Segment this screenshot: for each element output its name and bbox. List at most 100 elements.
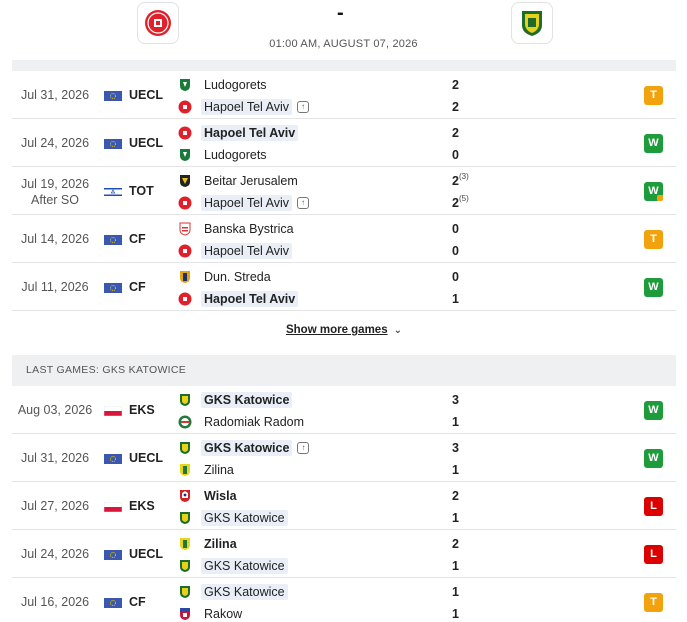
match-row[interactable]: Jul 16, 2026 CF GKS Katowice Rakow 1 1 T (12, 578, 676, 622)
zilina-logo-icon (180, 464, 190, 476)
team-name: Hapoel Tel Aviv (201, 291, 299, 307)
section-title: Last games: GKS Katowice (12, 355, 676, 386)
away-team: GKS Katowice (178, 508, 288, 528)
team-name: Hapoel Tel Aviv (201, 243, 293, 259)
away-team: Hapoel Tel Aviv ↑ (178, 97, 310, 117)
match-row[interactable]: Jul 31, 2026 UECL GKS Katowice ↑ Zilina … (12, 434, 676, 482)
team-name: Zilina (204, 463, 234, 477)
show-more-label: Show more games (285, 324, 388, 336)
gks-katowice-logo[interactable] (511, 2, 553, 44)
away-team: Zilina (178, 460, 237, 480)
match-row[interactable]: Jul 24, 2026 UECL Hapoel Tel Aviv Ludogo… (12, 119, 676, 167)
match-date: Jul 24, 2026 (20, 136, 90, 150)
match-date: Jul 11, 2026 (21, 280, 89, 294)
match-date: Jul 27, 2026 (20, 499, 90, 513)
hapoel-logo-icon (178, 244, 192, 258)
home-team: Banska Bystrica (178, 219, 297, 239)
qualified-icon: ↑ (297, 101, 310, 113)
home-team: Zilina (178, 534, 240, 554)
match-row[interactable]: Jul 27, 2026 EKS Wisla GKS Katowice 2 1 … (12, 482, 676, 530)
competition-code: EKS (129, 403, 155, 417)
hapoel-logo-icon (178, 100, 192, 114)
match-row[interactable]: Jul 11, 2026 CF Dun. Streda Hapoel Tel A… (12, 263, 676, 311)
away-team: GKS Katowice (178, 556, 288, 576)
dun-streda-logo-icon (180, 271, 190, 283)
competition-code: UECL (129, 136, 164, 150)
away-team: Hapoel Tel Aviv (178, 289, 299, 309)
home-score: 3 (452, 393, 459, 407)
home-score: 0 (452, 270, 459, 284)
away-team: Ludogorets (178, 145, 270, 165)
home-score: 2 (452, 489, 459, 503)
israel-flag-icon (104, 187, 122, 197)
europe-flag-icon (104, 91, 122, 101)
home-team: GKS Katowice (178, 582, 288, 602)
match-date: Jul 31, 2026 (20, 88, 90, 102)
gks-logo-icon (180, 560, 190, 572)
europe-flag-icon (104, 454, 122, 464)
home-team: GKS Katowice ↑ (178, 438, 310, 458)
away-score: 1 (452, 607, 459, 621)
gks-logo-icon (180, 512, 190, 524)
gks-logo-icon (180, 394, 190, 406)
result-badge: T (644, 230, 663, 249)
team-name: Beitar Jerusalem (204, 174, 298, 188)
home-team: GKS Katowice (178, 390, 293, 410)
poland-flag-icon (104, 406, 122, 416)
home-team: Ludogorets (178, 75, 270, 95)
match-row[interactable]: Jul 31, 2026 UECL Ludogorets Hapoel Tel … (12, 71, 676, 119)
team-name: Hapoel Tel Aviv (201, 125, 299, 141)
team-name: Hapoel Tel Aviv (201, 195, 293, 211)
away-score: 1 (452, 415, 459, 429)
match-row[interactable]: Jul 24, 2026 UECL Zilina GKS Katowice 2 … (12, 530, 676, 578)
poland-flag-icon (104, 502, 122, 512)
match-datetime: 01:00 AM, AUGUST 07, 2026 (269, 38, 418, 50)
result-badge: W (644, 134, 663, 153)
competition-code: EKS (129, 499, 155, 513)
match-row[interactable]: Jul 19, 2026 After SO TOT Beitar Jerusal… (12, 167, 676, 215)
competition-code: TOT (129, 184, 154, 198)
home-team: Dun. Streda (178, 267, 274, 287)
banska-bystrica-logo-icon (179, 222, 191, 236)
home-score: 2(3) (452, 172, 469, 188)
hapoel-crest-icon (145, 10, 171, 36)
result-badge: W (644, 182, 663, 201)
match-date: Jul 16, 2026 (20, 595, 90, 609)
competition-code: UECL (129, 88, 164, 102)
competition-code: UECL (129, 451, 164, 465)
away-team: Hapoel Tel Aviv (178, 241, 293, 261)
ludogorets-logo-icon (180, 79, 190, 91)
away-team: Rakow (178, 604, 245, 622)
team-name: GKS Katowice (201, 440, 293, 456)
away-score: 0 (452, 244, 459, 258)
competition-code: CF (129, 232, 146, 246)
match-row[interactable]: Jul 14, 2026 CF Banska Bystrica Hapoel T… (12, 215, 676, 263)
competition-code: UECL (129, 547, 164, 561)
match-row[interactable]: Aug 03, 2026 EKS GKS Katowice Radomiak R… (12, 386, 676, 434)
away-team: Radomiak Radom (178, 412, 307, 432)
team-name: Radomiak Radom (204, 415, 305, 429)
hapoel-tel-aviv-logo[interactable] (137, 2, 179, 44)
show-more-games-button[interactable]: Show more games ⌄ (12, 311, 676, 349)
away-team: Hapoel Tel Aviv ↑ (178, 193, 310, 213)
gks-logo-icon (180, 442, 190, 454)
home-team: Wisla (178, 486, 240, 506)
home-team: Hapoel Tel Aviv (178, 123, 299, 143)
home-score: 3 (452, 441, 459, 455)
away-score-value: 2 (452, 196, 459, 210)
away-score: 1 (452, 559, 459, 573)
match-date: Jul 31, 2026 (20, 451, 90, 465)
home-score-value: 2 (452, 174, 459, 188)
zilina-logo-icon (180, 538, 190, 550)
radomiak-logo-icon (178, 415, 192, 429)
team-name: Hapoel Tel Aviv (201, 99, 293, 115)
result-badge: T (644, 86, 663, 105)
hapoel-logo-icon (178, 292, 192, 306)
team-name: Rakow (204, 607, 243, 621)
home-score: 2 (452, 78, 459, 92)
team-name: GKS Katowice (201, 558, 288, 574)
competition-code: CF (129, 280, 146, 294)
team-name: GKS Katowice (201, 584, 288, 600)
gks-logo-icon (180, 586, 190, 598)
away-score: 1 (452, 511, 459, 525)
